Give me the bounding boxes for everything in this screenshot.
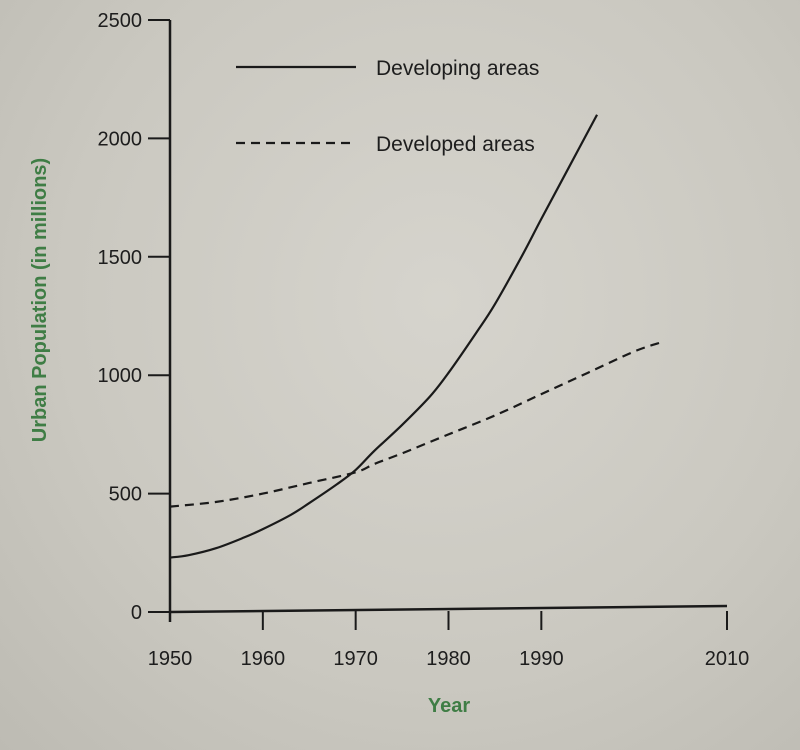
axes	[168, 20, 728, 622]
y-tick-label: 1000	[98, 365, 143, 387]
x-tick-label: 1960	[241, 648, 286, 670]
x-tick-label: 1980	[426, 648, 471, 670]
x-tick-label: 1970	[333, 648, 378, 670]
x-tick-label: 1990	[519, 648, 564, 670]
legend-label: Developed areas	[376, 133, 535, 156]
x-tick-label: 1950	[148, 648, 193, 670]
y-tick-label: 2000	[98, 128, 143, 150]
legend-label: Developing areas	[376, 57, 539, 80]
y-tick-label: 1500	[98, 247, 143, 269]
x-axis-title: Year	[428, 695, 470, 717]
y-axis-title: Urban Population (in millions)	[29, 158, 51, 442]
series-line-developed	[169, 341, 663, 508]
y-tick-label: 2500	[98, 10, 143, 32]
legend: Developing areas Developed areas	[236, 57, 539, 156]
y-tick-label: 500	[109, 484, 142, 506]
x-tick-label: 2010	[705, 648, 750, 670]
y-tick-label: 0	[131, 602, 142, 624]
series-layer	[169, 114, 663, 559]
series-line-developing	[169, 114, 599, 559]
axis-ticks: 0 500 1000 1500 2000 2500 1950 1960 1970 1980 1990…	[98, 10, 750, 670]
